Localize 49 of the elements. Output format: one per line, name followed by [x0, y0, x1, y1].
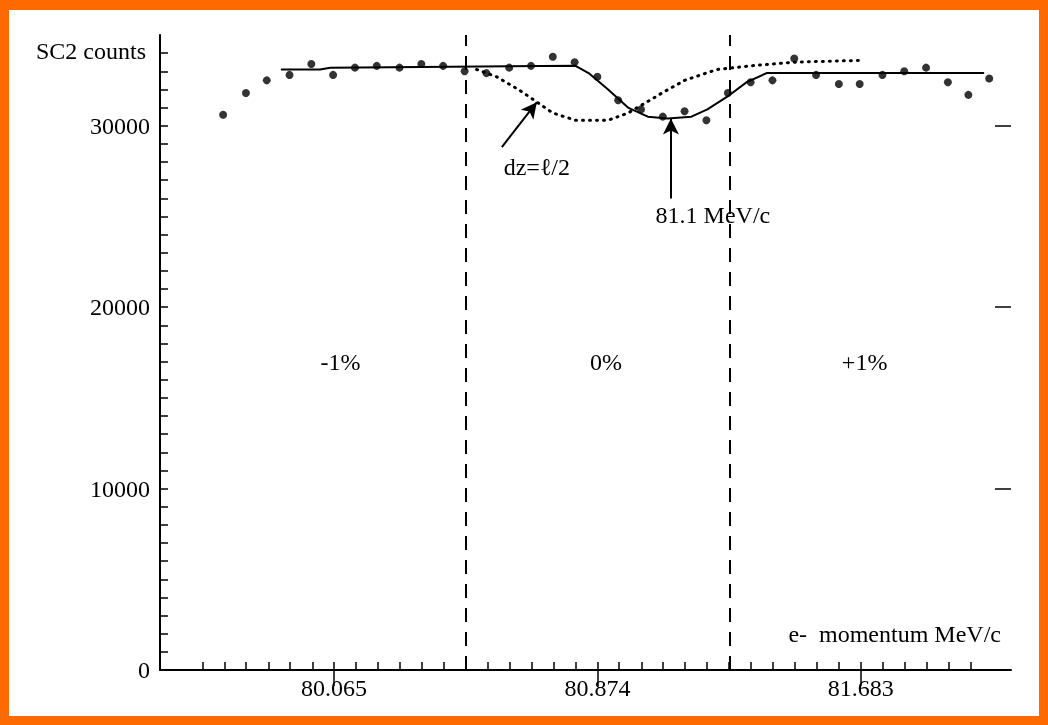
annotation: 81.1 MeV/c: [655, 202, 771, 229]
point: [768, 76, 777, 85]
y-tick-label: 0: [138, 657, 150, 683]
annotation: -1%: [320, 349, 361, 376]
y-tick-label: 20000: [90, 294, 150, 321]
point: [985, 74, 994, 83]
point: [372, 61, 381, 70]
point: [855, 79, 864, 88]
x-axis-title: e- momentum MeV/c: [788, 621, 1001, 647]
annotation: 0%: [589, 349, 622, 376]
point: [219, 110, 228, 119]
point: [329, 70, 338, 79]
point: [548, 52, 557, 61]
point: [812, 70, 821, 79]
point: [570, 58, 579, 67]
x-tick-label: 80.874: [564, 675, 631, 701]
point: [593, 72, 602, 81]
point: [658, 112, 667, 121]
point: [439, 61, 448, 70]
x-tick-label: 80.065: [301, 675, 368, 701]
point: [900, 67, 909, 76]
annotation: dz=ℓ/2: [503, 154, 571, 181]
point: [746, 78, 755, 87]
y-tick-label: 10000: [90, 475, 150, 502]
point: [527, 61, 535, 70]
point: [307, 60, 316, 69]
y-axis-title: SC2 counts: [35, 38, 146, 64]
point: [878, 70, 887, 79]
point: [285, 70, 294, 79]
point: [241, 89, 250, 98]
point: [964, 90, 973, 99]
point: [790, 54, 799, 63]
point: [922, 63, 931, 72]
point: [505, 63, 514, 72]
y-tick-label: 30000: [90, 112, 150, 139]
point: [350, 63, 359, 72]
point: [723, 89, 732, 98]
point: [636, 105, 645, 114]
annotation: +1%: [841, 349, 888, 376]
point: [614, 96, 623, 105]
point: [943, 78, 952, 87]
x-tick-label: 81.683: [827, 675, 894, 701]
point: [395, 63, 404, 72]
point: [680, 107, 689, 116]
point: [482, 69, 491, 78]
point: [460, 67, 469, 76]
point: [262, 76, 271, 85]
point: [834, 79, 843, 88]
point: [702, 116, 711, 125]
